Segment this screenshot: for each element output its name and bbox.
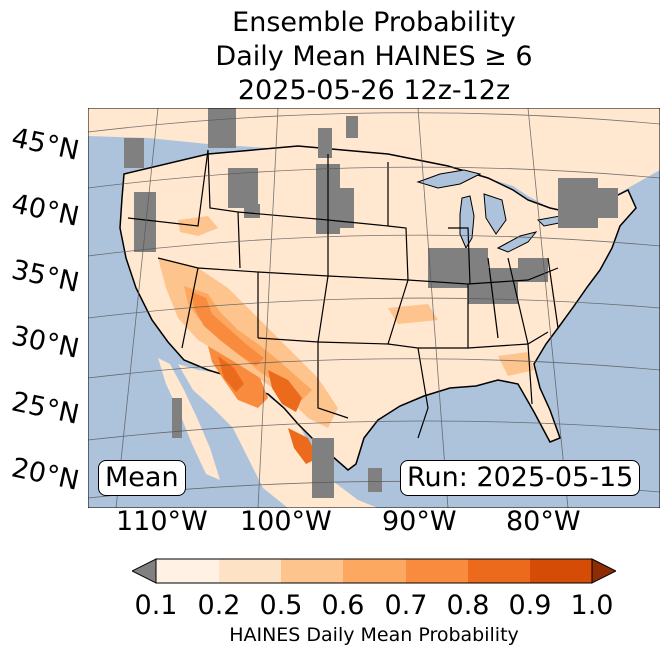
- colorbar-over-arrow: [591, 558, 616, 584]
- lat-label-45: 45°N: [8, 122, 82, 167]
- colorbar-bin-1: [156, 559, 219, 583]
- title-line-1: Ensemble Probability: [232, 7, 516, 38]
- state-boundaries: [127, 149, 559, 439]
- colorbar-bin-5: [406, 559, 468, 583]
- title-line-3: 2025-05-26 12z-12z: [237, 75, 511, 106]
- stat-box: Mean: [98, 460, 186, 496]
- run-box: Run: 2025-05-15: [400, 460, 641, 496]
- map-panel: [88, 108, 660, 508]
- colorbar-tick: 0.5: [259, 590, 303, 621]
- colorbar-under-arrow: [132, 558, 157, 584]
- lon-label-90: 90°W: [382, 506, 457, 537]
- colorbar-bin-4: [343, 559, 406, 583]
- colorbar-tick: 0.6: [321, 590, 365, 621]
- colorbar-tick: 0.1: [134, 590, 178, 621]
- baja-land: [158, 358, 220, 480]
- colorbar-bin-7: [530, 559, 592, 583]
- lon-label-100: 100°W: [240, 506, 332, 537]
- colorbar-tick: 0.8: [446, 590, 490, 621]
- title-line-2: Daily Mean HAINES ≥ 6: [215, 41, 533, 72]
- lon-label-110: 110°W: [116, 506, 208, 537]
- lat-label-30: 30°N: [8, 320, 82, 365]
- colorbar-tick: 0.9: [508, 590, 552, 621]
- lake-huron: [483, 193, 507, 235]
- mexico-land: [178, 364, 378, 508]
- no-data-shading: [124, 108, 618, 498]
- colorbar-tick: 0.7: [384, 590, 428, 621]
- lat-label-25: 25°N: [8, 386, 82, 431]
- colorbar-tick: 1.0: [570, 590, 614, 621]
- lat-label-20: 20°N: [8, 452, 82, 497]
- colorbar-bin-2: [219, 559, 281, 583]
- lon-label-80: 80°W: [506, 506, 581, 537]
- colorbar: [132, 558, 616, 584]
- colorbar-label: HAINES Daily Mean Probability: [229, 624, 519, 646]
- lat-label-40: 40°N: [8, 188, 82, 233]
- colorbar-bin-6: [468, 559, 530, 583]
- colorbar-tick: 0.2: [197, 590, 241, 621]
- colorbar-bin-3: [281, 559, 343, 583]
- lat-label-35: 35°N: [8, 254, 82, 299]
- lake-superior: [416, 169, 482, 189]
